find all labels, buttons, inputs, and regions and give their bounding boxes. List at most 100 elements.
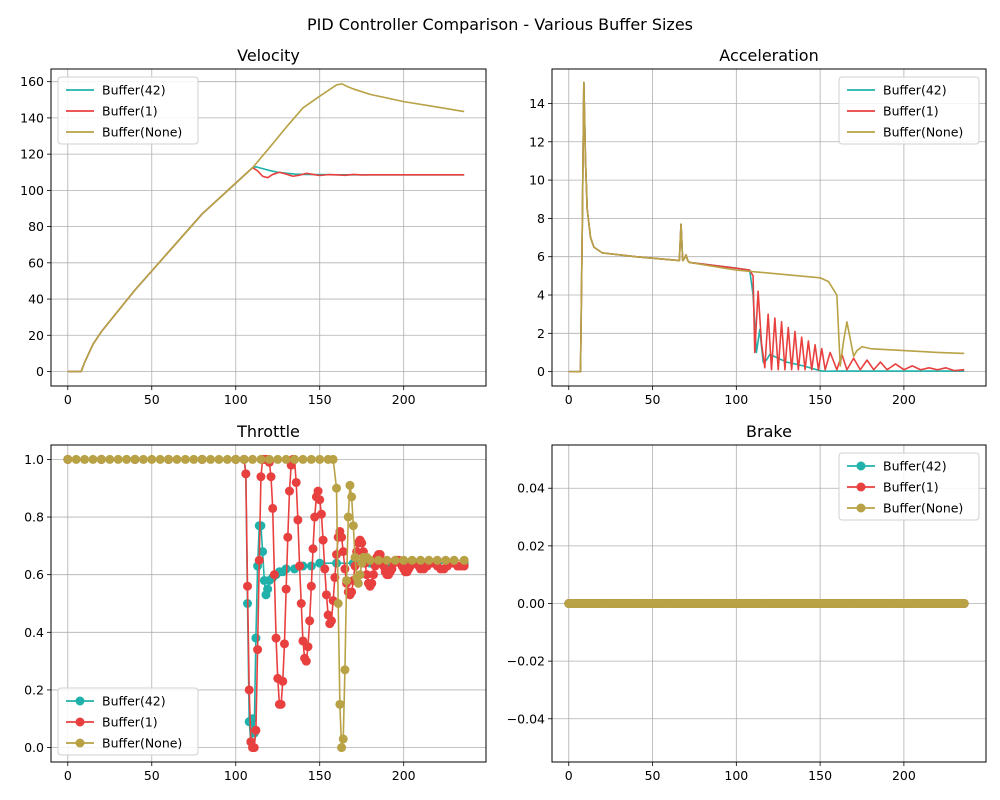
y-tick-label: 12 <box>529 134 545 149</box>
y-tick-label: 120 <box>20 147 44 162</box>
y-tick-label: 80 <box>28 219 44 234</box>
brake-ticks: 0 50 100 150 200 −0.04 −0.02 0.00 0.02 0.04 <box>507 481 916 783</box>
y-tick-label: 140 <box>20 110 44 125</box>
data-point <box>254 555 264 565</box>
data-point <box>368 570 378 580</box>
data-point <box>441 555 451 565</box>
y-tick-label: −0.04 <box>507 711 545 726</box>
data-point <box>113 454 123 464</box>
y-tick-label: 6 <box>537 249 545 264</box>
data-point <box>333 599 343 608</box>
legend-box <box>838 76 980 145</box>
data-point <box>390 555 400 565</box>
data-point <box>332 550 342 560</box>
data-point <box>365 555 375 565</box>
legend-label: Buffer(None) <box>883 501 963 516</box>
data-point <box>243 581 253 591</box>
acceleration-frame <box>551 68 987 387</box>
legend-box <box>57 76 199 145</box>
data-point <box>256 472 266 482</box>
data-point <box>290 454 300 464</box>
y-tick-label: 0 <box>36 364 44 379</box>
acceleration-legend: Buffer(42) Buffer(1) Buffer(None) <box>838 76 980 145</box>
data-point <box>147 454 157 464</box>
subplot-brake: Brake 0 50 100 150 200 −0.04 −0.02 0.00 0.02 0.04 B… <box>507 422 987 783</box>
data-point <box>269 570 279 580</box>
x-tick-label: 0 <box>64 768 72 783</box>
data-point <box>367 578 377 588</box>
x-tick-label: 50 <box>645 392 661 407</box>
data-point <box>343 512 353 522</box>
legend-label: Buffer(None) <box>102 736 182 751</box>
data-point <box>189 454 199 464</box>
velocity-grid <box>51 69 486 386</box>
data-point <box>214 454 224 464</box>
data-point <box>222 454 232 464</box>
data-point <box>268 503 278 513</box>
data-point <box>283 532 293 542</box>
data-point <box>248 454 258 464</box>
acceleration-series <box>568 81 965 373</box>
data-point <box>301 656 311 666</box>
data-point <box>337 532 347 542</box>
velocity-series <box>67 83 465 373</box>
x-tick-label: 200 <box>392 392 416 407</box>
y-tick-label: 0.04 <box>517 481 545 496</box>
data-point <box>321 590 331 600</box>
data-point <box>197 454 207 464</box>
data-point <box>316 509 326 519</box>
data-point <box>305 616 315 626</box>
data-point <box>320 564 330 574</box>
data-point <box>328 454 338 464</box>
data-point <box>362 570 372 580</box>
data-point <box>130 454 140 464</box>
x-tick-label: 50 <box>144 768 160 783</box>
y-tick-label: 60 <box>28 255 44 270</box>
data-point <box>164 454 174 464</box>
data-point <box>298 454 308 464</box>
subplot-throttle: Throttle 0 50 100 150 200 0.0 0.2 0.4 0.6 0.8 1.0 Bu… <box>24 422 487 783</box>
y-tick-label: 0.00 <box>517 596 545 611</box>
x-tick-label: 200 <box>892 392 916 407</box>
legend-label: Buffer(42) <box>883 83 947 98</box>
data-point <box>306 454 316 464</box>
y-tick-label: 0.6 <box>24 567 44 582</box>
velocity-legend: Buffer(42) Buffer(1) Buffer(None) <box>57 76 199 145</box>
data-point <box>122 454 132 464</box>
subplot-velocity: Velocity 0 50 100 150 200 0 20 40 60 80 100 120 140 16… <box>20 46 487 407</box>
y-tick-label: 10 <box>529 173 545 188</box>
data-point <box>251 633 261 643</box>
series-line-2 <box>568 81 965 373</box>
data-point <box>337 743 347 753</box>
data-point <box>251 725 261 735</box>
x-tick-label: 200 <box>892 768 916 783</box>
legend-label: Buffer(1) <box>102 104 158 119</box>
legend-marker <box>856 482 866 492</box>
data-point <box>206 454 216 464</box>
velocity-frame <box>50 68 487 387</box>
brake-series <box>564 599 969 608</box>
data-point <box>279 639 289 649</box>
data-point <box>258 547 268 557</box>
y-tick-label: 8 <box>537 211 545 226</box>
throttle-title: Throttle <box>236 422 300 441</box>
data-point <box>353 578 363 588</box>
data-point <box>357 538 367 548</box>
series-line-2 <box>67 83 465 373</box>
brake-legend: Buffer(42) Buffer(1) Buffer(None) <box>838 452 980 521</box>
data-point <box>281 454 291 464</box>
x-tick-label: 150 <box>308 392 332 407</box>
legend-label: Buffer(None) <box>102 125 182 140</box>
x-tick-label: 100 <box>724 768 748 783</box>
data-point <box>432 555 442 565</box>
data-point <box>253 645 263 655</box>
y-tick-label: 0.0 <box>24 740 44 755</box>
data-point <box>459 555 469 565</box>
data-point <box>407 555 417 565</box>
data-point <box>303 642 313 652</box>
figure-suptitle: PID Controller Comparison - Various Buff… <box>307 15 693 34</box>
y-tick-label: 4 <box>537 288 545 303</box>
legend-label: Buffer(42) <box>883 459 947 474</box>
legend-marker <box>856 503 866 513</box>
